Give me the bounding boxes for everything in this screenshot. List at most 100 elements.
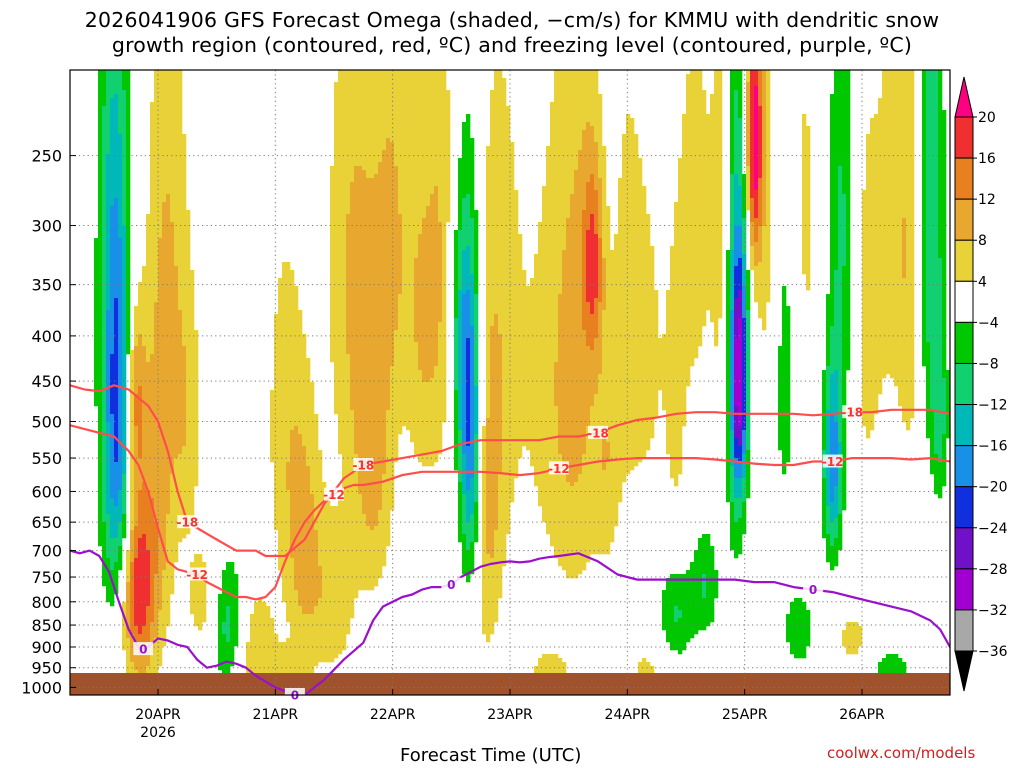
omega-cell bbox=[346, 558, 351, 563]
omega-cell bbox=[154, 670, 159, 675]
omega-cell bbox=[186, 314, 191, 319]
omega-cell bbox=[122, 266, 127, 271]
omega-cell bbox=[270, 634, 275, 639]
omega-cell bbox=[346, 446, 351, 451]
omega-cell bbox=[174, 386, 179, 391]
omega-cell bbox=[254, 642, 259, 647]
omega-cell bbox=[102, 342, 107, 347]
omega-cell bbox=[170, 322, 175, 327]
omega-cell bbox=[110, 86, 115, 91]
omega-cell bbox=[282, 262, 287, 267]
omega-cell bbox=[338, 282, 343, 287]
omega-cell bbox=[134, 594, 139, 599]
omega-cell bbox=[138, 442, 143, 447]
omega-cell bbox=[158, 546, 163, 551]
omega-cell bbox=[178, 234, 183, 239]
omega-cell bbox=[318, 634, 323, 639]
omega-cell bbox=[330, 506, 335, 511]
omega-cell bbox=[158, 498, 163, 503]
omega-cell bbox=[302, 546, 307, 551]
omega-cell bbox=[286, 650, 291, 655]
omega-cell bbox=[150, 170, 155, 175]
omega-cell bbox=[98, 226, 103, 231]
omega-cell bbox=[162, 326, 167, 331]
omega-cell bbox=[282, 486, 287, 491]
omega-cell bbox=[282, 530, 287, 535]
omega-cell bbox=[162, 642, 167, 647]
omega-cell bbox=[174, 490, 179, 495]
omega-cell bbox=[158, 242, 163, 247]
omega-cell bbox=[150, 446, 155, 451]
omega-cell bbox=[154, 166, 159, 171]
omega-cell bbox=[142, 534, 147, 539]
omega-cell bbox=[330, 358, 335, 363]
omega-cell bbox=[282, 282, 287, 287]
omega-cell bbox=[338, 398, 343, 403]
omega-cell bbox=[322, 650, 327, 655]
omega-cell bbox=[106, 170, 111, 175]
omega-cell bbox=[314, 618, 319, 623]
omega-cell bbox=[318, 526, 323, 531]
omega-cell bbox=[282, 442, 287, 447]
omega-cell bbox=[106, 250, 111, 255]
omega-cell bbox=[278, 442, 283, 447]
omega-cell bbox=[114, 494, 119, 499]
omega-cell bbox=[154, 538, 159, 543]
omega-cell bbox=[298, 342, 303, 347]
omega-cell bbox=[190, 350, 195, 355]
omega-cell bbox=[302, 574, 307, 579]
omega-cell bbox=[102, 318, 107, 323]
omega-cell bbox=[190, 366, 195, 371]
omega-cell bbox=[186, 346, 191, 351]
omega-cell bbox=[334, 166, 339, 171]
omega-cell bbox=[102, 366, 107, 371]
omega-cell bbox=[330, 206, 335, 211]
omega-cell bbox=[190, 586, 195, 591]
omega-cell bbox=[338, 522, 343, 527]
omega-cell bbox=[194, 474, 199, 479]
omega-cell bbox=[122, 242, 127, 247]
omega-cell bbox=[126, 90, 131, 95]
omega-cell bbox=[174, 466, 179, 471]
omega-cell bbox=[106, 442, 111, 447]
omega-cell bbox=[346, 550, 351, 555]
omega-cell bbox=[226, 610, 231, 615]
omega-cell bbox=[322, 542, 327, 547]
omega-cell bbox=[294, 634, 299, 639]
omega-cell bbox=[310, 446, 315, 451]
omega-cell bbox=[122, 626, 127, 631]
omega-cell bbox=[294, 302, 299, 307]
omega-cell bbox=[98, 94, 103, 99]
omega-cell bbox=[150, 606, 155, 611]
omega-cell bbox=[294, 454, 299, 459]
omega-cell bbox=[302, 606, 307, 611]
omega-cell bbox=[342, 154, 347, 159]
omega-cell bbox=[166, 326, 171, 331]
omega-cell bbox=[110, 270, 115, 275]
omega-cell bbox=[162, 258, 167, 263]
omega-cell bbox=[110, 94, 115, 99]
omega-cell bbox=[346, 514, 351, 519]
omega-cell bbox=[338, 242, 343, 247]
omega-cell bbox=[294, 570, 299, 575]
omega-cell bbox=[258, 642, 263, 647]
omega-cell bbox=[334, 630, 339, 635]
omega-cell bbox=[138, 374, 143, 379]
omega-cell bbox=[106, 162, 111, 167]
omega-cell bbox=[106, 558, 111, 563]
omega-cell bbox=[274, 514, 279, 519]
omega-cell bbox=[154, 598, 159, 603]
omega-cell bbox=[102, 106, 107, 111]
omega-cell bbox=[114, 146, 119, 151]
omega-cell bbox=[306, 586, 311, 591]
omega-cell bbox=[346, 178, 351, 183]
omega-cell bbox=[154, 390, 159, 395]
omega-cell bbox=[190, 386, 195, 391]
omega-cell bbox=[274, 650, 279, 655]
omega-cell bbox=[190, 430, 195, 435]
omega-cell bbox=[170, 338, 175, 343]
omega-cell bbox=[158, 86, 163, 91]
omega-cell bbox=[158, 290, 163, 295]
omega-cell bbox=[258, 610, 263, 615]
omega-cell bbox=[150, 322, 155, 327]
